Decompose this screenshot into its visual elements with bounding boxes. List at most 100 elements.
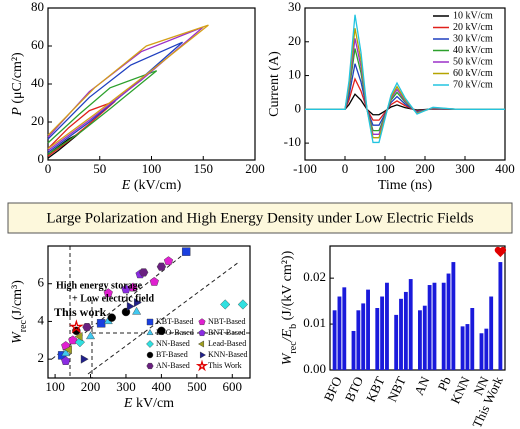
- data-point: [220, 299, 231, 310]
- bar: [460, 326, 465, 370]
- legend-marker: [146, 351, 154, 359]
- legend-marker: [198, 329, 206, 336]
- plot-frame: [329, 245, 506, 371]
- y-tick-label: -10: [284, 134, 301, 149]
- plot-frame: [47, 245, 251, 379]
- bar: [356, 310, 361, 370]
- x-tick-label: Pb: [435, 374, 454, 393]
- bar: [446, 273, 451, 370]
- y-tick-label: 4: [38, 312, 45, 327]
- x-tick-label: 0: [342, 161, 349, 176]
- bar: [484, 328, 489, 370]
- legend-label: NBT-Based: [208, 317, 245, 326]
- x-tick-label: AN: [411, 374, 433, 398]
- x-tick-label: NBT: [384, 374, 409, 404]
- x-tick-label: 0: [45, 161, 52, 176]
- label-part: rec: [288, 341, 299, 354]
- banner-box: [7, 202, 513, 234]
- label-part: E: [121, 178, 131, 193]
- legend-label: 50 kV/cm: [453, 56, 493, 67]
- legend-label: 40 kV/cm: [453, 45, 493, 56]
- x-tick-label: 300: [116, 379, 136, 394]
- x-tick-label: 500: [187, 379, 207, 394]
- bar: [385, 282, 389, 370]
- x-tick-label: 200: [415, 161, 435, 176]
- x-tick-label: 100: [142, 161, 162, 176]
- x-tick-label: 100: [45, 379, 65, 394]
- y-tick-label: 80: [31, 0, 44, 14]
- y-axis-label: P (μC/cm²): [10, 52, 25, 117]
- y-tick-label: 0.02: [303, 269, 326, 284]
- bar: [422, 305, 427, 370]
- y-axis-label: Wrec(J/cm³): [10, 280, 29, 344]
- data-point: [80, 354, 89, 364]
- x-tick-label: 200: [81, 379, 101, 394]
- y-tick-label: 20: [288, 33, 301, 48]
- x-tick-label: BTO: [342, 374, 366, 404]
- annotation: + Low electric field: [72, 293, 154, 304]
- label-part: (J/(kV cm²)): [280, 250, 295, 323]
- x-tick-label: KBT: [363, 374, 388, 404]
- label-part: (kV/cm): [130, 178, 181, 193]
- data-line: [47, 70, 158, 155]
- data-point: [103, 288, 113, 298]
- y-axis-label: Current (A): [267, 51, 282, 117]
- x-tick-label: 50: [93, 161, 106, 176]
- legend-marker: [146, 340, 154, 348]
- bar: [427, 285, 432, 370]
- x-tick-label: NN: [470, 374, 492, 398]
- bar: [337, 296, 342, 370]
- x-axis-label: Time (ns): [378, 178, 433, 193]
- y-tick-label: 20: [31, 113, 44, 128]
- bar: [342, 287, 347, 370]
- x-tick-label: 400: [495, 161, 515, 176]
- x-tick-label: 300: [455, 161, 475, 176]
- data-point: [156, 262, 167, 271]
- legend-label: BNT-Based: [208, 328, 245, 337]
- bar: [451, 262, 456, 370]
- data-point: [86, 331, 96, 340]
- bar: [375, 308, 380, 370]
- x-tick-label: 150: [194, 161, 214, 176]
- bar: [351, 330, 356, 370]
- banner-text: Large Polarization and High Energy Densi…: [46, 210, 473, 226]
- legend-label: 70 kV/cm: [453, 79, 493, 90]
- bar: [470, 308, 475, 370]
- legend-marker: [146, 318, 154, 326]
- y-tick-label: 6: [38, 275, 45, 290]
- label-part: W: [10, 331, 25, 344]
- x-tick-label: BFO: [321, 374, 345, 403]
- data-point: [149, 276, 159, 286]
- data-point: [61, 356, 71, 365]
- label-part: P: [10, 107, 25, 117]
- label-part: (J/cm³): [10, 280, 25, 320]
- legend-marker: [200, 351, 206, 359]
- data-line: [305, 14, 505, 144]
- label-part: rec: [18, 319, 29, 332]
- legend-label: This Work: [208, 361, 242, 370]
- label-part: /E: [280, 328, 295, 342]
- x-tick-label: KNN: [447, 374, 473, 406]
- data-point: [68, 319, 84, 334]
- annotation: This work: [54, 305, 107, 319]
- x-axis-label: E kV/cm: [123, 396, 174, 411]
- y-tick-label: 60: [31, 37, 44, 52]
- y-tick-label: 40: [31, 75, 44, 90]
- legend-label: Lead-Based: [208, 339, 246, 348]
- highlight-heart: [494, 246, 507, 258]
- data-point: [121, 284, 131, 294]
- label-part: Time (ns): [378, 178, 433, 193]
- bar: [408, 279, 413, 370]
- data-point: [82, 323, 92, 332]
- data-point: [237, 299, 248, 310]
- legend-label: KBT-Based: [156, 317, 193, 326]
- data-point: [96, 319, 106, 328]
- legend-label: BT-Based: [156, 350, 188, 359]
- legend-label: NN-Based: [156, 339, 190, 348]
- y-tick-label: 0.01: [303, 315, 326, 330]
- y-tick-label: 2: [38, 350, 45, 365]
- annotation: High energy storage: [56, 280, 143, 291]
- bar: [465, 324, 470, 370]
